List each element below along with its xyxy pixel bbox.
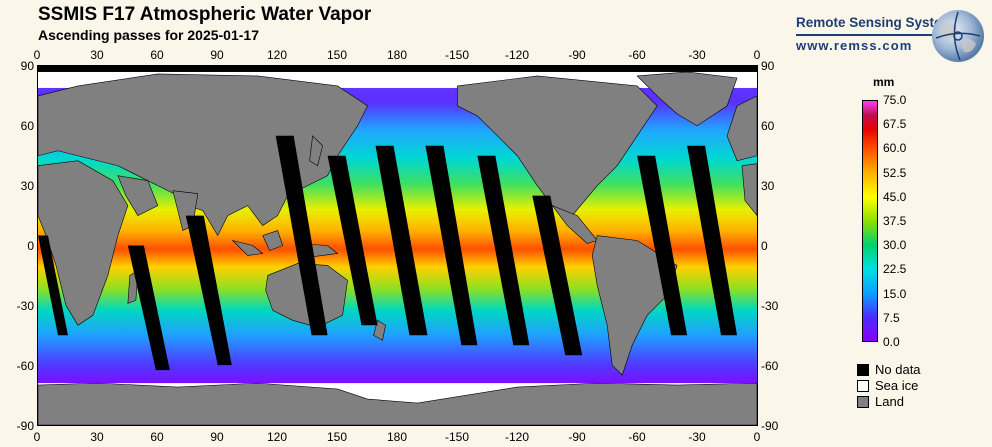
legend-swatch xyxy=(857,364,869,376)
legend-label: No data xyxy=(875,362,921,377)
top-longitude-tick: -30 xyxy=(688,48,706,62)
top-longitude-tick: -90 xyxy=(568,48,586,62)
left-latitude-tick: 60 xyxy=(20,119,34,133)
top-longitude-tick: 0 xyxy=(33,48,41,62)
top-longitude-tick: 0 xyxy=(753,48,761,62)
colorbar-label: 0.0 xyxy=(883,335,900,349)
bottom-longitude-tick: 60 xyxy=(150,430,164,444)
top-longitude-tick: 90 xyxy=(210,48,224,62)
bottom-longitude-tick: -150 xyxy=(444,430,470,444)
top-longitude-tick: -120 xyxy=(504,48,530,62)
bottom-longitude-tick: 0 xyxy=(753,430,761,444)
bottom-longitude-tick: 120 xyxy=(266,430,288,444)
right-latitude-tick: 0 xyxy=(761,239,768,253)
colorbar-label: 67.5 xyxy=(883,117,907,132)
bottom-longitude-tick: -90 xyxy=(568,430,586,444)
map-subtitle: Ascending passes for 2025-01-17 xyxy=(38,27,259,43)
legend-swatch xyxy=(857,396,869,408)
colorbar-label: 45.0 xyxy=(883,189,907,204)
legend-label: Land xyxy=(875,394,904,409)
colorbar-label: 37.5 xyxy=(883,214,907,228)
bottom-longitude-tick: 180 xyxy=(386,430,408,444)
colorbar-label: 30.0 xyxy=(883,238,907,253)
left-latitude-tick: 90 xyxy=(20,59,34,73)
globe-icon xyxy=(932,10,984,62)
colorbar-label: 75.0 xyxy=(883,93,907,107)
map-title: SSMIS F17 Atmospheric Water Vapor xyxy=(38,4,372,25)
right-latitude-tick: 90 xyxy=(761,59,775,73)
colorbar-label: 22.5 xyxy=(883,262,907,277)
left-latitude-tick: -30 xyxy=(16,299,34,313)
colorbar-label: 15.0 xyxy=(883,286,907,301)
top-longitude-tick: 180 xyxy=(386,48,408,62)
bottom-longitude-tick: 30 xyxy=(90,430,104,444)
bottom-longitude-tick: 0 xyxy=(33,430,41,444)
legend-swatch xyxy=(857,380,869,392)
water-vapor-map xyxy=(37,65,758,426)
colorbar-label: 52.5 xyxy=(883,165,907,180)
colorbar-label: 7.5 xyxy=(883,310,900,325)
brand-underline xyxy=(796,34,949,36)
colorbar xyxy=(862,100,878,342)
top-longitude-tick: 120 xyxy=(266,48,288,62)
left-latitude-tick: 0 xyxy=(27,239,34,253)
top-longitude-tick: 60 xyxy=(150,48,164,62)
brand-name: Remote Sensing Systems xyxy=(796,15,962,30)
antarctica-land xyxy=(38,382,757,425)
map-canvas xyxy=(38,66,757,425)
bottom-longitude-tick: -120 xyxy=(504,430,530,444)
no-data-swaths xyxy=(38,135,738,371)
right-latitude-tick: -60 xyxy=(761,359,779,373)
brand-url[interactable]: www.remss.com xyxy=(796,38,913,53)
left-latitude-tick: 30 xyxy=(20,179,34,193)
top-longitude-tick: 30 xyxy=(90,48,104,62)
bottom-longitude-tick: 150 xyxy=(326,430,348,444)
top-longitude-tick: -150 xyxy=(444,48,470,62)
right-latitude-tick: 30 xyxy=(761,179,775,193)
top-longitude-tick: -60 xyxy=(628,48,646,62)
right-latitude-tick: 60 xyxy=(761,119,775,133)
right-latitude-tick: -30 xyxy=(761,299,779,313)
left-latitude-tick: -60 xyxy=(16,359,34,373)
top-longitude-tick: 150 xyxy=(326,48,348,62)
bottom-longitude-tick: -30 xyxy=(688,430,706,444)
colorbar-label: 60.0 xyxy=(883,141,907,156)
left-latitude-tick: -90 xyxy=(16,419,34,433)
bottom-longitude-tick: -60 xyxy=(628,430,646,444)
right-latitude-tick: -90 xyxy=(761,419,779,433)
legend-label: Sea ice xyxy=(875,378,919,393)
colorbar-unit: mm xyxy=(873,75,895,89)
bottom-longitude-tick: 90 xyxy=(210,430,224,444)
